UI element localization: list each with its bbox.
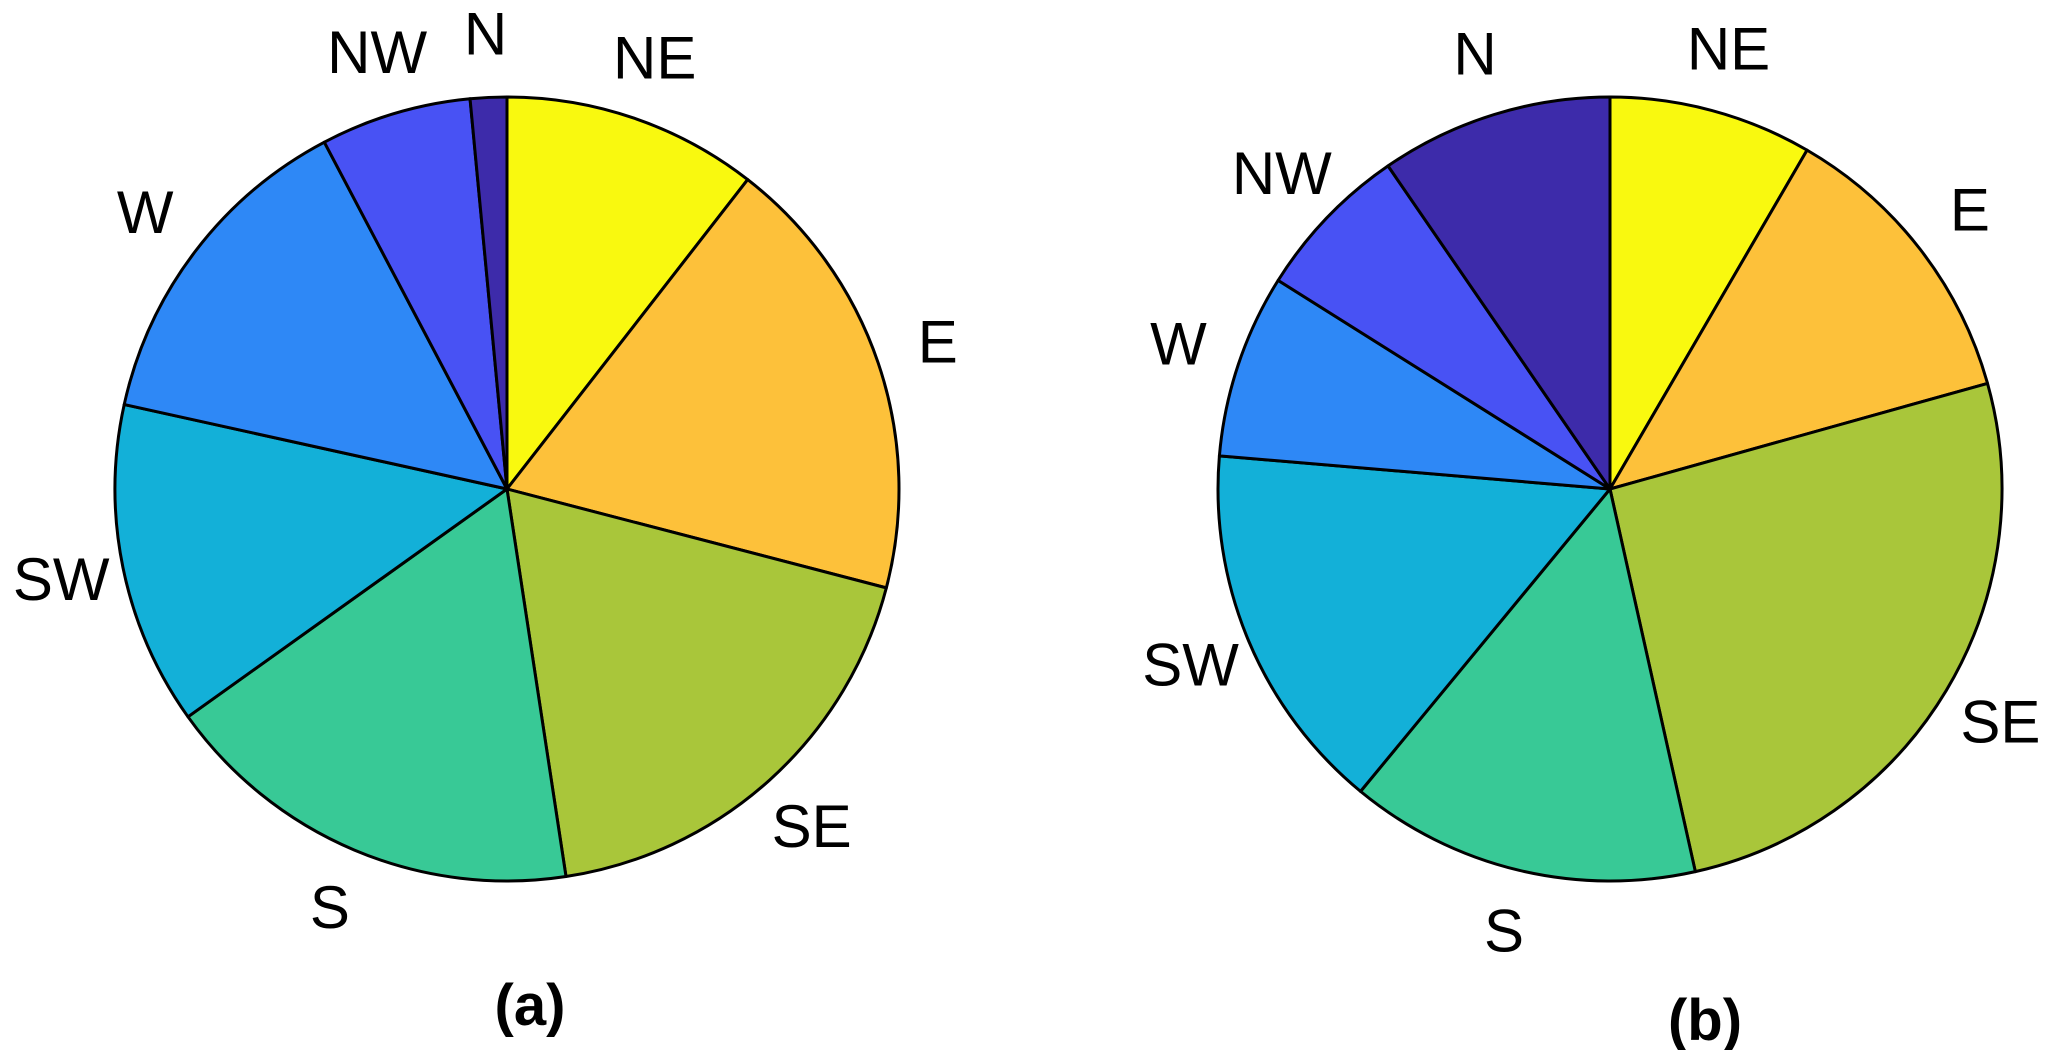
- pie-a-slice-ne: [505, 95, 750, 491]
- pie-a-slice-se: [505, 487, 888, 879]
- panel-label-a: (a): [495, 973, 566, 1038]
- pie-b-label-e: E: [1950, 177, 1990, 244]
- pie-b-slice-n: [1386, 95, 1612, 491]
- pie-a-label-s: S: [310, 874, 350, 941]
- pie-b-label-w: W: [1150, 311, 1207, 378]
- pie-a-slice-n: [468, 95, 509, 491]
- pie-b-label-s: S: [1484, 898, 1524, 965]
- pie-a-label-n: N: [464, 1, 507, 68]
- pie-b-label-n: N: [1453, 21, 1496, 88]
- pie-b-slice-ne: [1608, 95, 1809, 491]
- pie-chart-a: NE E SE S SW W NW N: [13, 1, 958, 942]
- pie-a-label-sw: SW: [13, 546, 110, 613]
- pie-b-slice-nw: [1276, 164, 1612, 491]
- pie-a-slice-e: [505, 178, 901, 590]
- pie-b-slice-w: [1217, 278, 1612, 491]
- pie-b-label-ne: NE: [1687, 16, 1770, 83]
- pie-a-slice-s: [186, 487, 568, 883]
- pie-a-label-nw: NW: [327, 19, 427, 86]
- pie-chart-b: NE E SE S SW W NW N: [1142, 16, 2040, 965]
- pie-b-label-sw: SW: [1142, 631, 1239, 698]
- pie-b-slice-e: [1608, 148, 1990, 491]
- pie-a-label-se: SE: [772, 793, 852, 860]
- pie-b-slice-sw: [1216, 454, 1612, 793]
- panel-label-b: (b): [1668, 988, 1742, 1050]
- pie-a-label-e: E: [918, 309, 958, 376]
- pie-b-label-nw: NW: [1232, 140, 1332, 207]
- pie-a-label-ne: NE: [613, 25, 696, 92]
- pie-a-label-w: W: [117, 179, 174, 246]
- pie-a-slice-nw: [322, 97, 509, 491]
- pie-b-label-se: SE: [1960, 689, 2040, 756]
- pie-a-slice-w: [122, 140, 509, 491]
- pie-a-slice-sw: [113, 403, 509, 719]
- pie-b-slice-s: [1359, 487, 1697, 883]
- pie-b-slice-se: [1608, 381, 2004, 874]
